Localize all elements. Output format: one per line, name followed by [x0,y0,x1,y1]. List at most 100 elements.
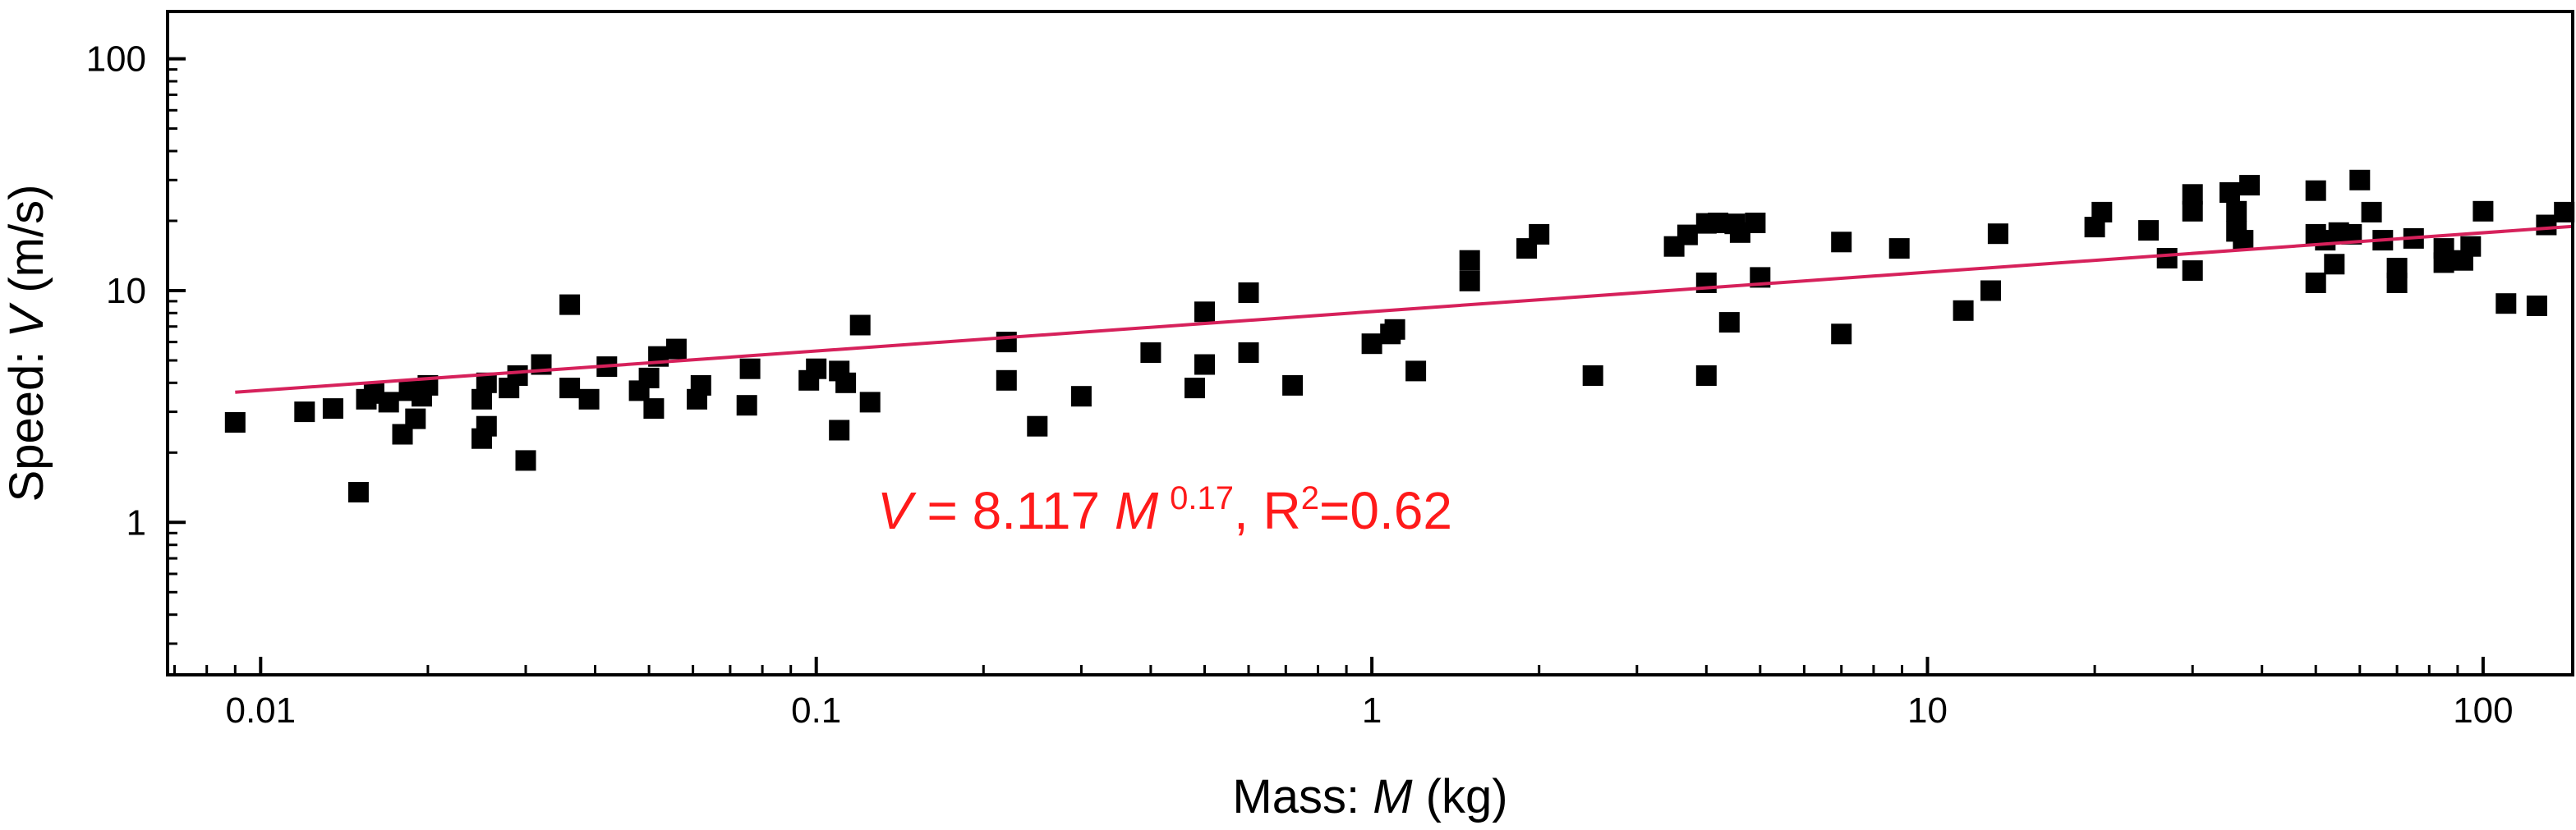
y-tick-label: 10 [106,271,146,311]
data-point [638,367,660,388]
data-point [996,332,1017,353]
data-point [2349,169,2371,190]
data-point [1529,223,1550,245]
y-tick-label: 1 [126,502,146,543]
fit-line [235,224,2574,394]
data-point [2156,248,2178,268]
x-axis-title-suffix: (kg) [1413,770,1508,823]
data-point [736,395,757,416]
x-axis-title: Mass: M (kg) [1232,770,1507,823]
eq-mid: = 8.117 [913,481,1115,540]
data-point [1582,365,1603,386]
eq-r-superscript: 2 [1301,480,1319,516]
data-point [347,482,369,502]
data-point [1027,415,1048,437]
data-point [1718,312,1740,333]
fit-equation-annotation: V = 8.117 M 0.17, R2=0.62 [877,480,1452,540]
x-tick-label: 1 [1362,690,1382,731]
data-point [2472,200,2494,222]
data-point [1695,365,1717,386]
data-point [322,398,343,420]
data-point [1384,319,1405,340]
y-axis-title-var: V [0,301,53,337]
data-point [690,374,711,396]
data-point [1184,378,1205,399]
y-axis-title-suffix: (m/s) [0,185,53,306]
data-point [2233,230,2254,251]
data-point [835,372,857,393]
y-axis-title-prefix: Speed: [0,337,53,502]
data-point [1831,232,1852,253]
data-point [1194,354,1215,375]
data-point [2239,175,2261,196]
eq-r-value: =0.62 [1319,481,1452,540]
data-point [1238,282,1259,303]
data-point [1953,300,1974,321]
data-point [1459,270,1480,291]
data-point [1238,342,1259,363]
data-point [1987,223,2008,245]
y-tick-label: 100 [86,39,146,80]
data-point [1888,238,1910,259]
data-point [378,392,399,413]
data-point [1831,323,1852,345]
data-point [849,314,871,336]
data-point [1677,224,1698,245]
data-point [859,392,881,413]
data-point [1070,386,1092,407]
data-point [2138,220,2160,241]
x-axis-title-prefix: Mass: [1232,770,1373,823]
data-point [2182,200,2203,222]
data-point [1361,333,1382,355]
data-point [1459,250,1480,271]
data-point [1140,342,1162,363]
data-point [1745,213,1766,233]
data-point [559,294,581,315]
data-point [2324,254,2345,275]
data-point [507,365,528,386]
ticks-layer: 0.01 0.1 1 10 100 1 10 100 [86,39,2514,731]
data-point [2460,236,2482,257]
data-point [996,369,1017,391]
x-tick-label: 0.01 [225,690,296,731]
data-point [2305,180,2326,201]
data-point [2386,273,2408,293]
x-tick-label: 100 [2453,690,2513,731]
data-point [405,408,426,429]
x-tick-label: 0.1 [791,690,841,731]
eq-exponent: 0.17 [1170,480,1234,516]
data-point [2526,296,2547,316]
data-point [224,412,246,433]
eq-var-m: M [1115,481,1159,540]
data-point [1980,280,2001,301]
data-point [2182,260,2203,282]
data-point [294,401,315,423]
data-point [806,358,827,379]
data-point [2496,293,2517,314]
data-point [476,415,497,437]
data-point [559,378,581,399]
data-point [578,388,600,410]
data-point [2361,201,2382,222]
eq-var-v: V [877,481,917,540]
y-axis-title: Speed: V (m/s) [0,185,53,502]
data-point [515,450,536,471]
x-tick-label: 10 [1907,690,1948,731]
data-point [665,338,687,360]
x-axis-title-var: M [1373,770,1413,823]
data-point [2091,201,2113,222]
eq-comma-r: , R [1234,481,1301,540]
data-point [1194,301,1215,323]
data-point [2536,214,2557,236]
data-point [643,398,665,420]
data-point [2226,200,2247,222]
data-point [2220,182,2240,203]
data-point [2305,273,2326,293]
data-point [1405,360,1427,382]
data-point [2433,252,2454,273]
data-point [829,420,850,441]
points-layer [224,169,2575,502]
data-point [739,358,761,379]
data-point [1282,374,1304,396]
